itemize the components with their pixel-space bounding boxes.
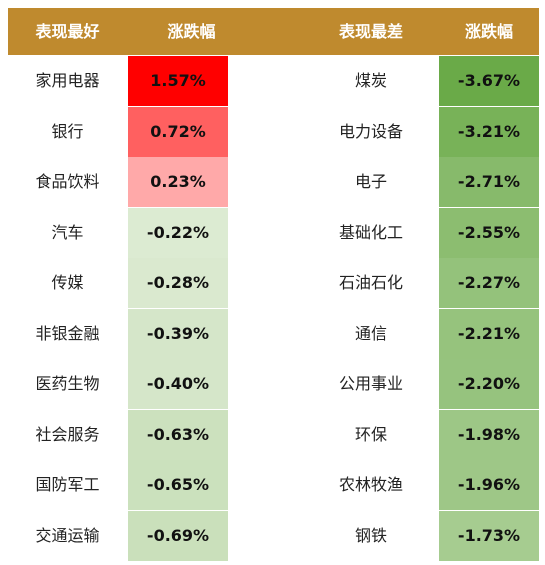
worst-sector-name: 煤炭 [354,71,387,90]
header-change-worst: 涨跌幅 [464,22,513,41]
best-sector-name: 医药生物 [35,374,100,393]
best-sector-change: 1.57% [128,56,228,106]
best-sector-name: 食品饮料 [35,172,100,191]
worst-sector-name: 电力设备 [338,121,403,141]
worst-sector-name: 公用事业 [338,374,403,393]
worst-sector-name: 通信 [354,323,387,343]
best-sector-name: 非银金融 [35,323,100,343]
worst-sector-change: -2.71% [439,157,539,207]
worst-sector-name: 钢铁 [354,525,387,545]
best-sector-change: 0.72% [128,106,228,157]
worst-sector-change: -1.96% [439,460,539,510]
best-sector-change: -0.22% [128,207,228,258]
best-sector-name: 交通运输 [35,525,100,545]
worst-sector-name: 基础化工 [338,222,403,242]
best-sector-change: -0.40% [128,359,228,409]
best-sector-name: 家用电器 [35,71,100,90]
worst-sector-change: -1.98% [439,409,539,460]
worst-sector-change: -3.21% [439,106,539,157]
worst-sector-change: -2.55% [439,207,539,258]
best-sector-change: -0.28% [128,258,228,308]
worst-sector-name: 环保 [354,424,387,444]
worst-sector-change: -2.27% [439,258,539,308]
best-sector-change: -0.65% [128,460,228,510]
best-sector-name: 国防军工 [35,475,100,494]
best-sector-name: 银行 [51,121,84,141]
worst-sector-change: -3.67% [439,56,539,106]
header-worst: 表现最差 [338,22,403,41]
best-sector-change: -0.69% [128,510,228,561]
worst-sector-change: -2.20% [439,359,539,409]
best-sector-name: 汽车 [51,222,84,242]
table-header: 表现最好 涨跌幅 表现最差 涨跌幅 [8,8,539,55]
worst-sector-name: 农林牧渔 [338,475,403,494]
worst-sector-name: 石油石化 [338,273,403,292]
worst-sector-name: 电子 [354,172,387,191]
best-sector-name: 社会服务 [35,424,100,444]
worst-sector-change: -2.21% [439,308,539,359]
best-sector-name: 传媒 [51,273,84,292]
header-best: 表现最好 [35,22,100,41]
worst-sector-change: -1.73% [439,510,539,561]
best-sector-change: -0.63% [128,409,228,460]
header-change-best: 涨跌幅 [167,22,216,41]
best-sector-change: 0.23% [128,157,228,207]
best-sector-change: -0.39% [128,308,228,359]
